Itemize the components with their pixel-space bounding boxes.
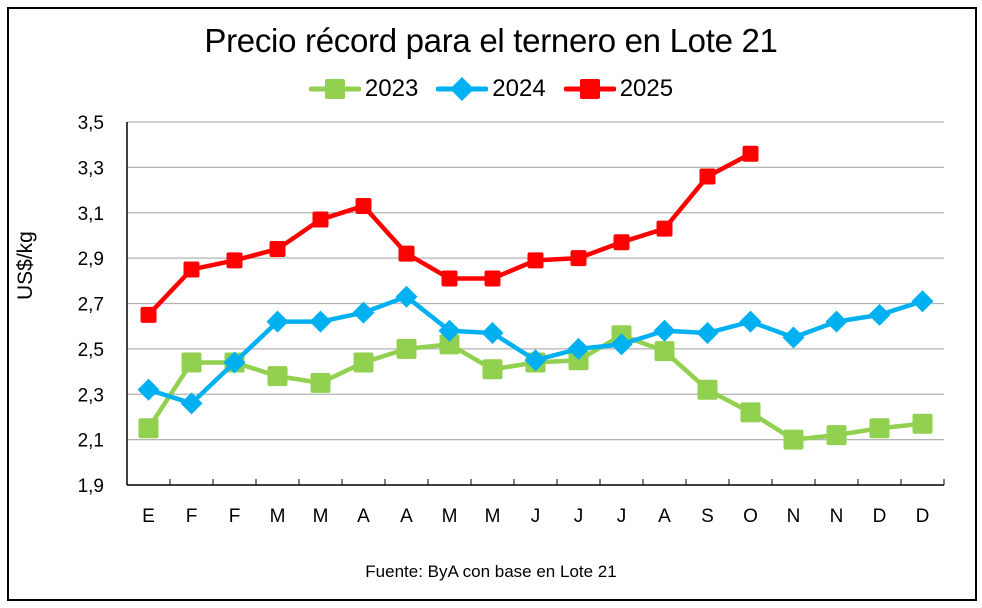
x-tick-label: M — [270, 506, 286, 527]
data-point-2024 — [481, 321, 504, 344]
legend-label-2024: 2024 — [492, 75, 546, 102]
data-point-2023 — [267, 366, 288, 387]
data-point-2025 — [527, 252, 544, 269]
data-point-2024 — [137, 378, 160, 401]
x-tick-label: D — [916, 506, 930, 527]
legend-marker-2025-icon — [563, 79, 616, 99]
data-point-2023 — [654, 341, 675, 362]
x-tick-label: A — [658, 506, 671, 527]
y-tick-label: 3,5 — [78, 113, 104, 134]
data-point-2023 — [181, 352, 202, 373]
x-tick-label: D — [873, 506, 887, 527]
data-point-2023 — [783, 429, 804, 450]
data-point-2025 — [355, 197, 372, 214]
data-point-2024 — [653, 319, 676, 342]
x-tick-label: E — [142, 506, 155, 527]
y-tick-label: 2,5 — [78, 340, 104, 361]
data-point-2024 — [911, 290, 934, 313]
data-point-2024 — [395, 285, 418, 308]
x-tick-label: N — [787, 506, 801, 527]
data-point-2025 — [398, 245, 415, 262]
x-tick-label: J — [574, 506, 584, 527]
y-tick-label: 2,1 — [78, 431, 104, 452]
legend: 2023 2024 2025 — [0, 74, 982, 104]
data-point-2024 — [438, 319, 461, 342]
data-point-2023 — [138, 418, 159, 439]
data-point-2023 — [568, 350, 589, 371]
data-point-2024 — [696, 321, 719, 344]
data-point-2025 — [484, 270, 501, 287]
data-point-2025 — [269, 241, 286, 258]
data-point-2024 — [825, 310, 848, 333]
data-point-2023 — [482, 359, 503, 380]
data-point-2023 — [439, 334, 460, 355]
data-point-2023 — [912, 413, 933, 434]
data-point-2024 — [223, 351, 246, 374]
data-point-2025 — [441, 270, 458, 287]
x-tick-label: N — [830, 506, 844, 527]
x-tick-label: F — [229, 506, 241, 527]
data-point-2024 — [352, 301, 375, 324]
legend-item-2024: 2024 — [436, 74, 546, 104]
data-point-2024 — [868, 303, 891, 326]
data-point-2024 — [610, 333, 633, 356]
legend-marker-2023-icon — [308, 79, 361, 99]
x-tick-label: J — [617, 506, 627, 527]
chart-title: Precio récord para el ternero en Lote 21 — [204, 22, 778, 59]
data-point-2023 — [396, 338, 417, 359]
data-point-2024 — [180, 392, 203, 415]
data-point-2023 — [869, 418, 890, 439]
data-point-2023 — [826, 425, 847, 446]
y-tick-label: 1,9 — [78, 476, 104, 497]
data-point-2024 — [567, 337, 590, 360]
data-point-2025 — [570, 250, 587, 267]
x-tick-label: S — [701, 506, 714, 527]
data-point-2025 — [226, 252, 243, 269]
data-point-2024 — [309, 310, 332, 333]
data-point-2024 — [739, 310, 762, 333]
legend-item-2023: 2023 — [308, 74, 419, 104]
data-point-2025 — [699, 168, 716, 185]
data-point-2023 — [740, 402, 761, 423]
legend-item-2025: 2025 — [563, 74, 674, 104]
x-tick-label: O — [743, 506, 758, 527]
data-point-2025 — [183, 261, 200, 278]
source-note: Fuente: ByA con base en Lote 21 — [365, 562, 617, 581]
x-tick-label: M — [485, 506, 501, 527]
data-point-2025 — [140, 306, 157, 323]
data-point-2023 — [697, 379, 718, 400]
legend-marker-2024-icon — [436, 77, 489, 101]
data-point-2024 — [524, 349, 547, 372]
data-point-2025 — [742, 145, 759, 162]
legend-label-2023: 2023 — [364, 75, 419, 102]
y-tick-label: 2,9 — [78, 249, 104, 270]
x-tick-label: A — [400, 506, 413, 527]
x-tick-label: M — [442, 506, 458, 527]
y-tick-label: 3,3 — [78, 158, 104, 179]
data-point-2025 — [613, 234, 630, 251]
data-point-2025 — [656, 220, 673, 237]
x-tick-label: J — [531, 506, 541, 527]
y-tick-label: 3,1 — [78, 204, 104, 225]
x-tick-label: A — [357, 506, 370, 527]
data-point-2024 — [266, 310, 289, 333]
legend-label-2025: 2025 — [619, 75, 674, 102]
data-point-2025 — [312, 211, 329, 228]
data-point-2023 — [310, 372, 331, 393]
x-tick-label: M — [313, 506, 329, 527]
x-tick-label: F — [186, 506, 198, 527]
y-tick-label: 2,7 — [78, 295, 104, 316]
y-tick-label: 2,3 — [78, 385, 104, 406]
data-point-2023 — [353, 352, 374, 373]
data-point-2024 — [782, 326, 805, 349]
